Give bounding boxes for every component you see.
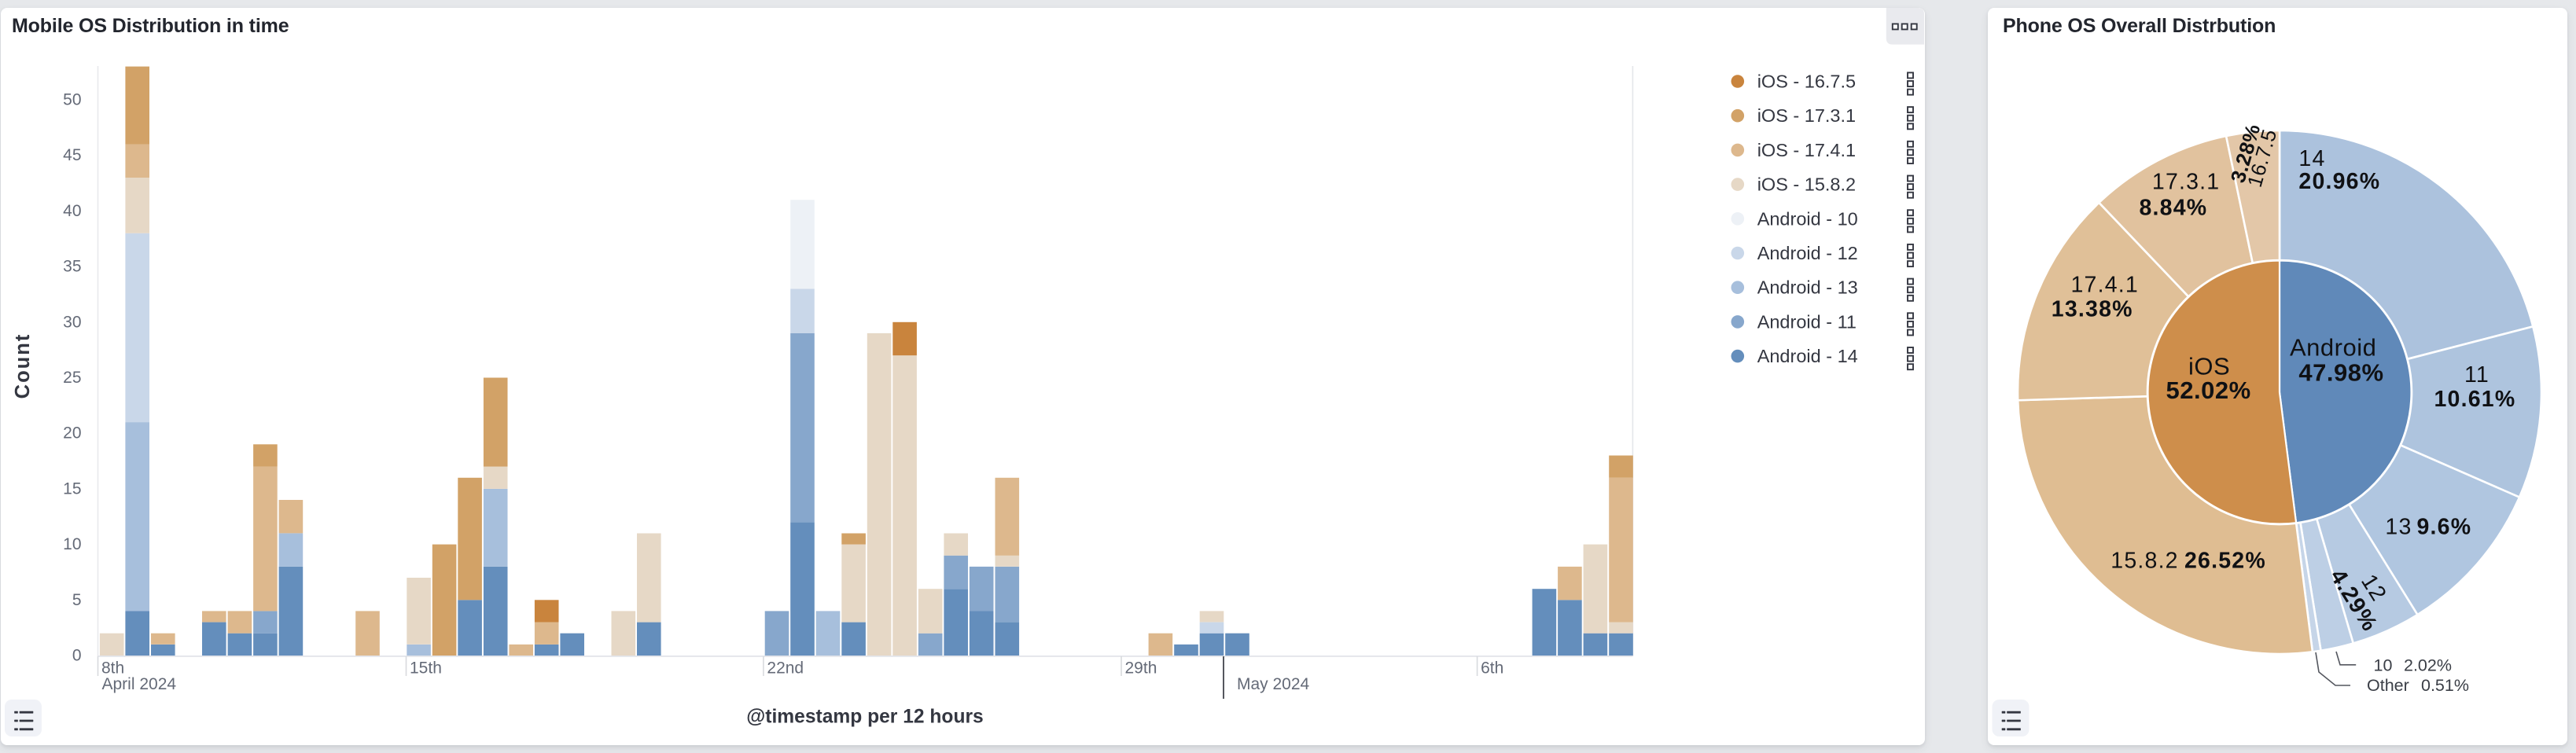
- svg-text:Other: Other: [2367, 676, 2409, 695]
- svg-text:iOS: iOS: [2188, 353, 2230, 380]
- svg-text:10: 10: [2374, 656, 2393, 674]
- svg-text:2.02%: 2.02%: [2404, 656, 2452, 674]
- svg-text:@timestamp per 12 hours: @timestamp per 12 hours: [746, 707, 983, 728]
- svg-text:5: 5: [72, 591, 82, 609]
- svg-text:Android - 10: Android - 10: [1757, 208, 1858, 229]
- svg-text:May 2024: May 2024: [1237, 675, 1310, 693]
- svg-text:50: 50: [63, 91, 81, 109]
- svg-text:April 2024: April 2024: [102, 675, 177, 693]
- svg-text:Android - 14: Android - 14: [1757, 346, 1858, 366]
- svg-text:Android - 12: Android - 12: [1757, 243, 1858, 263]
- svg-text:15.8.2: 15.8.2: [2110, 549, 2178, 574]
- svg-text:45: 45: [63, 146, 81, 164]
- svg-text:17.4.1: 17.4.1: [2071, 273, 2139, 298]
- svg-text:8.84%: 8.84%: [2140, 196, 2208, 221]
- svg-text:0: 0: [72, 647, 82, 665]
- svg-text:30: 30: [63, 313, 81, 331]
- svg-text:0.51%: 0.51%: [2421, 676, 2469, 695]
- svg-text:15th: 15th: [410, 659, 442, 678]
- svg-text:11: 11: [2464, 362, 2490, 388]
- svg-text:Android - 11: Android - 11: [1757, 311, 1857, 332]
- svg-text:10: 10: [63, 535, 81, 553]
- svg-text:52.02%: 52.02%: [2166, 376, 2251, 404]
- svg-text:14: 14: [2298, 146, 2325, 171]
- svg-text:26.52%: 26.52%: [2184, 549, 2266, 574]
- svg-text:iOS - 17.3.1: iOS - 17.3.1: [1757, 105, 1856, 126]
- svg-text:10.61%: 10.61%: [2434, 387, 2516, 412]
- svg-text:Android: Android: [2290, 334, 2376, 362]
- svg-text:13.38%: 13.38%: [2052, 296, 2133, 321]
- svg-text:Android - 13: Android - 13: [1757, 277, 1858, 298]
- svg-text:22nd: 22nd: [767, 659, 804, 678]
- svg-text:15: 15: [63, 479, 81, 498]
- svg-text:Count: Count: [12, 333, 34, 399]
- svg-text:iOS - 17.4.1: iOS - 17.4.1: [1757, 140, 1856, 160]
- svg-text:20: 20: [63, 424, 81, 443]
- svg-text:20.96%: 20.96%: [2298, 169, 2380, 194]
- svg-text:25: 25: [63, 369, 81, 387]
- svg-text:8th: 8th: [101, 659, 124, 678]
- svg-text:40: 40: [63, 202, 81, 220]
- svg-text:9.6%: 9.6%: [2417, 515, 2472, 540]
- svg-text:35: 35: [63, 258, 81, 276]
- svg-text:iOS - 16.7.5: iOS - 16.7.5: [1757, 72, 1856, 92]
- svg-text:29th: 29th: [1125, 659, 1157, 678]
- svg-text:6th: 6th: [1481, 659, 1503, 678]
- svg-text:47.98%: 47.98%: [2298, 358, 2383, 386]
- svg-text:17.3.1: 17.3.1: [2152, 170, 2220, 195]
- svg-text:iOS - 15.8.2: iOS - 15.8.2: [1757, 174, 1856, 195]
- svg-text:13: 13: [2385, 515, 2412, 540]
